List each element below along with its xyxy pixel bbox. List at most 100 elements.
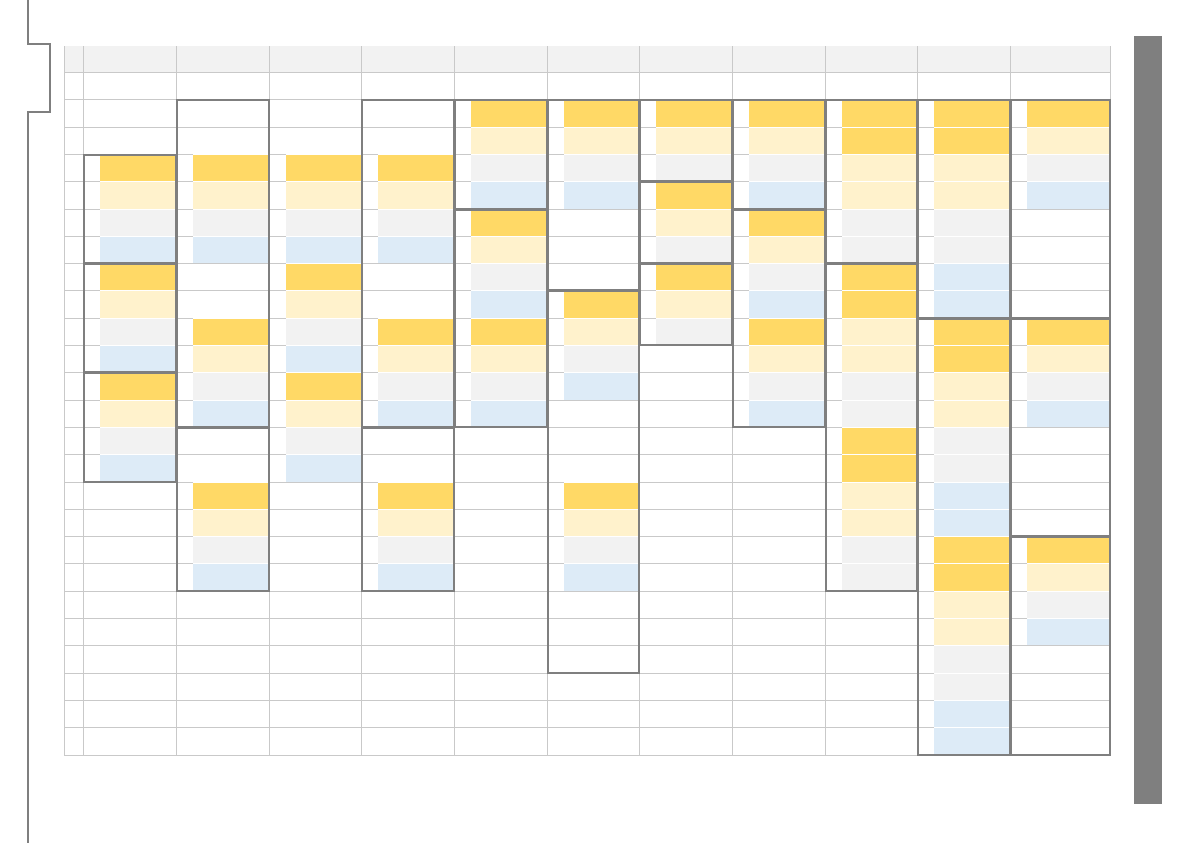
schedule-cell[interactable] — [286, 345, 361, 372]
schedule-cell[interactable] — [842, 400, 917, 427]
schedule-cell[interactable] — [656, 318, 732, 345]
schedule-cell[interactable] — [286, 400, 361, 427]
schedule-cell[interactable] — [564, 127, 639, 154]
schedule-cell[interactable] — [100, 454, 176, 482]
schedule-cell[interactable] — [934, 263, 1010, 290]
schedule-cell[interactable] — [656, 99, 732, 127]
schedule-cell[interactable] — [286, 318, 361, 345]
schedule-cell[interactable] — [749, 290, 825, 318]
schedule-cell[interactable] — [286, 209, 361, 236]
schedule-cell[interactable] — [471, 345, 547, 372]
schedule-cell[interactable] — [934, 236, 1010, 263]
schedule-cell[interactable] — [842, 536, 917, 563]
schedule-cell[interactable] — [656, 127, 732, 154]
schedule-cell[interactable] — [842, 99, 917, 127]
schedule-cell[interactable] — [564, 372, 639, 400]
schedule-cell[interactable] — [286, 372, 361, 400]
shift-block[interactable] — [547, 290, 640, 674]
schedule-cell[interactable] — [471, 318, 547, 345]
schedule-cell[interactable] — [286, 181, 361, 209]
schedule-cell[interactable] — [749, 318, 825, 345]
schedule-cell[interactable] — [934, 591, 1010, 618]
schedule-cell[interactable] — [193, 318, 269, 345]
schedule-cell[interactable] — [842, 318, 917, 345]
schedule-cell[interactable] — [564, 181, 639, 209]
schedule-cell[interactable] — [934, 209, 1010, 236]
shift-block[interactable] — [917, 99, 1011, 319]
schedule-cell[interactable] — [934, 536, 1010, 563]
schedule-cell[interactable] — [842, 454, 917, 482]
schedule-cell[interactable] — [749, 345, 825, 372]
schedule-cell[interactable] — [193, 482, 269, 509]
schedule-cell[interactable] — [378, 536, 454, 563]
schedule-cell[interactable] — [842, 372, 917, 400]
schedule-cell[interactable] — [378, 563, 454, 591]
schedule-cell[interactable] — [100, 290, 176, 318]
schedule-cell[interactable] — [471, 181, 547, 209]
schedule-cell[interactable] — [471, 154, 547, 181]
schedule-cell[interactable] — [842, 236, 917, 263]
shift-block[interactable] — [83, 263, 177, 373]
schedule-cell[interactable] — [471, 236, 547, 263]
schedule-cell[interactable] — [934, 154, 1010, 181]
schedule-cell[interactable] — [1027, 591, 1110, 618]
schedule-cell[interactable] — [1027, 372, 1110, 400]
schedule-cell[interactable] — [471, 127, 547, 154]
schedule-cell[interactable] — [934, 563, 1010, 591]
schedule-cell[interactable] — [193, 563, 269, 591]
schedule-cell[interactable] — [193, 209, 269, 236]
shift-block[interactable] — [1010, 99, 1111, 319]
schedule-cell[interactable] — [1027, 400, 1110, 427]
schedule-cell[interactable] — [471, 372, 547, 400]
shift-block[interactable] — [83, 154, 177, 264]
schedule-cell[interactable] — [100, 154, 176, 181]
schedule-cell[interactable] — [471, 263, 547, 290]
schedule-cell[interactable] — [378, 181, 454, 209]
schedule-cell[interactable] — [1027, 181, 1110, 209]
schedule-cell[interactable] — [842, 181, 917, 209]
schedule-cell[interactable] — [842, 345, 917, 372]
schedule-cell[interactable] — [749, 127, 825, 154]
schedule-cell[interactable] — [842, 482, 917, 509]
schedule-cell[interactable] — [934, 482, 1010, 509]
schedule-cell[interactable] — [286, 454, 361, 482]
shift-block[interactable] — [361, 427, 455, 592]
shift-block[interactable] — [361, 99, 455, 428]
schedule-cell[interactable] — [749, 99, 825, 127]
schedule-cell[interactable] — [934, 673, 1010, 700]
shift-block[interactable] — [1010, 536, 1111, 756]
shift-block[interactable] — [639, 99, 733, 182]
schedule-cell[interactable] — [100, 427, 176, 454]
schedule-cell[interactable] — [564, 563, 639, 591]
schedule-cell[interactable] — [564, 318, 639, 345]
schedule-cell[interactable] — [1027, 127, 1110, 154]
schedule-cell[interactable] — [934, 127, 1010, 154]
schedule-cell[interactable] — [378, 154, 454, 181]
schedule-cell[interactable] — [564, 509, 639, 536]
schedule-cell[interactable] — [100, 400, 176, 427]
schedule-cell[interactable] — [378, 236, 454, 263]
schedule-cell[interactable] — [842, 509, 917, 536]
schedule-cell[interactable] — [934, 727, 1010, 755]
schedule-cell[interactable] — [100, 345, 176, 372]
schedule-cell[interactable] — [100, 181, 176, 209]
shift-block[interactable] — [547, 99, 640, 291]
schedule-cell[interactable] — [842, 154, 917, 181]
shift-block[interactable] — [917, 318, 1011, 756]
schedule-cell[interactable] — [934, 618, 1010, 645]
schedule-cell[interactable] — [286, 290, 361, 318]
schedule-cell[interactable] — [1027, 563, 1110, 591]
schedule-cell[interactable] — [934, 400, 1010, 427]
shift-block[interactable] — [732, 209, 826, 428]
shift-block[interactable] — [176, 427, 270, 592]
schedule-cell[interactable] — [378, 345, 454, 372]
side-scroll-panel[interactable] — [1134, 36, 1162, 804]
schedule-cell[interactable] — [749, 236, 825, 263]
shift-block[interactable] — [825, 99, 918, 264]
schedule-cell[interactable] — [378, 318, 454, 345]
shift-block[interactable] — [83, 372, 177, 483]
schedule-cell[interactable] — [749, 181, 825, 209]
shift-block[interactable] — [639, 181, 733, 264]
schedule-cell[interactable] — [564, 154, 639, 181]
shift-block[interactable] — [1010, 318, 1111, 537]
